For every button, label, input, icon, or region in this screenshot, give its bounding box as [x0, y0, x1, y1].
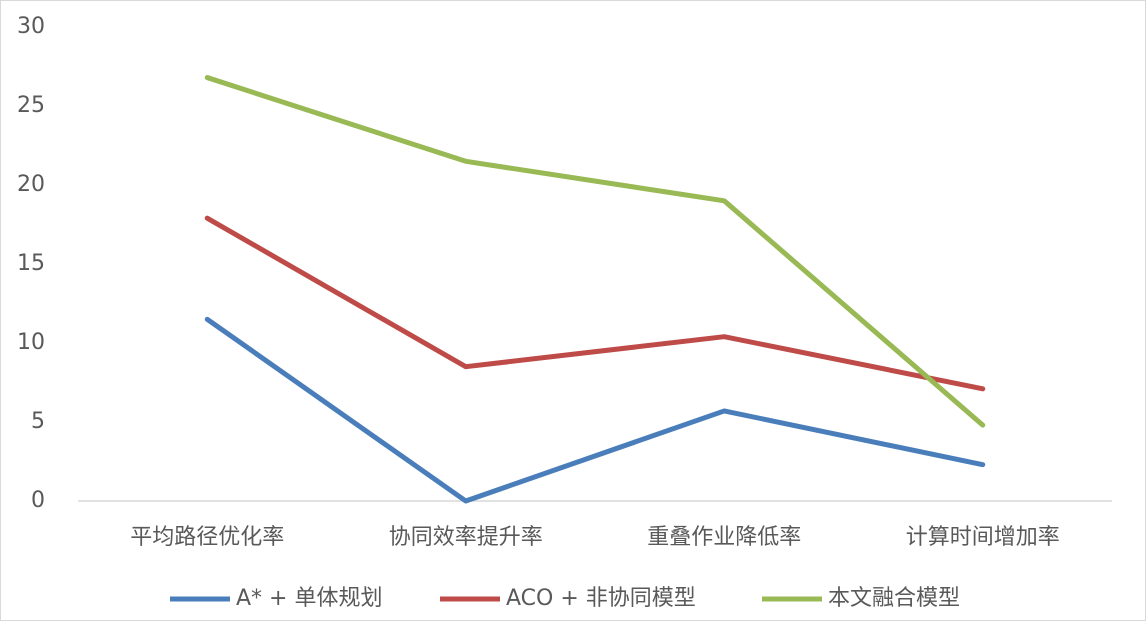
y-tick-label: 10: [17, 330, 45, 355]
y-tick-label: 0: [31, 488, 45, 513]
x-tick-label: 协同效率提升率: [389, 525, 543, 550]
x-tick-label: 计算时间增加率: [906, 525, 1060, 550]
y-tick-label: 30: [17, 14, 45, 39]
y-tick-label: 20: [17, 172, 45, 197]
line-series: [204, 75, 986, 428]
y-tick-label: 25: [17, 93, 45, 118]
line-series: [204, 316, 986, 504]
legend-label: 本文融合模型: [828, 586, 960, 611]
line-series: [204, 215, 986, 392]
y-tick-label: 15: [17, 251, 45, 276]
legend-label: A* + 单体规划: [236, 586, 382, 611]
legend-label: ACO + 非协同模型: [506, 586, 696, 611]
x-tick-label: 平均路径优化率: [130, 525, 284, 550]
x-tick-label: 重叠作业降低率: [647, 525, 801, 550]
y-tick-label: 5: [31, 409, 45, 434]
